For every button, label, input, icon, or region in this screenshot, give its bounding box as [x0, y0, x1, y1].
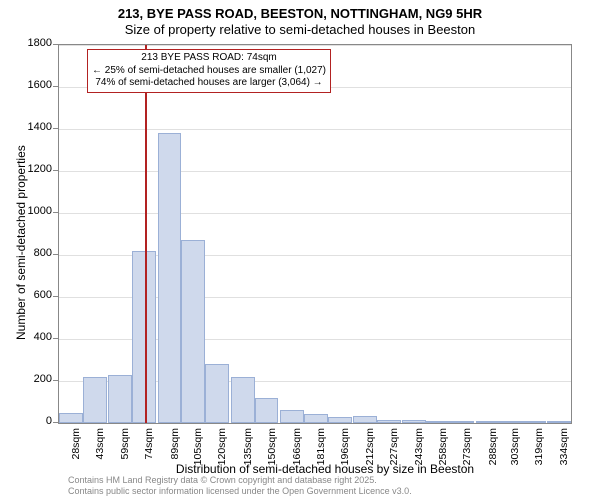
histogram-bar [158, 133, 182, 423]
x-tick-label: 59sqm [119, 428, 131, 478]
gridline [59, 45, 571, 46]
x-tick-label: 181sqm [315, 428, 327, 478]
histogram-bar [450, 421, 474, 423]
x-tick-label: 227sqm [388, 428, 400, 478]
y-tick-mark [53, 44, 58, 45]
x-tick-label: 150sqm [266, 428, 278, 478]
x-tick-label: 258sqm [437, 428, 449, 478]
y-tick-label: 1200 [12, 163, 52, 175]
histogram-bar [181, 240, 205, 423]
y-tick-mark [53, 170, 58, 171]
histogram-bar [328, 417, 352, 423]
property-marker-line [145, 45, 147, 423]
x-tick-label: 334sqm [558, 428, 570, 478]
y-tick-label: 0 [12, 415, 52, 427]
histogram-bar [83, 377, 107, 423]
y-tick-label: 200 [12, 373, 52, 385]
x-tick-label: 273sqm [461, 428, 473, 478]
histogram-bar [498, 421, 522, 423]
y-tick-label: 1800 [12, 37, 52, 49]
y-tick-mark [53, 380, 58, 381]
x-tick-label: 243sqm [413, 428, 425, 478]
x-tick-label: 288sqm [487, 428, 499, 478]
chart-container: 213, BYE PASS ROAD, BEESTON, NOTTINGHAM,… [0, 0, 600, 500]
histogram-bar [108, 375, 132, 423]
histogram-bar [353, 416, 377, 423]
x-tick-label: 135sqm [242, 428, 254, 478]
y-tick-label: 800 [12, 247, 52, 259]
x-tick-label: 28sqm [70, 428, 82, 478]
x-tick-label: 166sqm [291, 428, 303, 478]
histogram-bar [59, 413, 83, 424]
annotation-l2: ← 25% of semi-detached houses are smalle… [92, 65, 326, 78]
plot-area: 213 BYE PASS ROAD: 74sqm ← 25% of semi-d… [58, 44, 572, 424]
histogram-bar [402, 420, 426, 423]
y-tick-mark [53, 296, 58, 297]
y-tick-mark [53, 86, 58, 87]
x-tick-label: 105sqm [192, 428, 204, 478]
y-tick-label: 600 [12, 289, 52, 301]
y-tick-label: 1600 [12, 79, 52, 91]
histogram-bar [522, 421, 546, 423]
x-tick-label: 89sqm [169, 428, 181, 478]
histogram-bar [377, 420, 401, 423]
x-tick-label: 319sqm [533, 428, 545, 478]
x-tick-label: 74sqm [143, 428, 155, 478]
x-tick-label: 120sqm [216, 428, 228, 478]
annotation-l1: 213 BYE PASS ROAD: 74sqm [92, 52, 326, 65]
title-line-2: Size of property relative to semi-detach… [0, 21, 600, 37]
y-tick-mark [53, 254, 58, 255]
x-tick-label: 196sqm [339, 428, 351, 478]
x-tick-label: 212sqm [364, 428, 376, 478]
gridline [59, 213, 571, 214]
footer-credits: Contains HM Land Registry data © Crown c… [68, 475, 412, 497]
histogram-bar [426, 421, 450, 423]
gridline [59, 129, 571, 130]
x-tick-label: 43sqm [94, 428, 106, 478]
annotation-box: 213 BYE PASS ROAD: 74sqm ← 25% of semi-d… [87, 49, 331, 93]
y-tick-mark [53, 422, 58, 423]
histogram-bar [231, 377, 255, 423]
y-tick-mark [53, 338, 58, 339]
histogram-bar [547, 421, 571, 423]
y-tick-mark [53, 128, 58, 129]
histogram-bar [476, 421, 500, 423]
y-tick-label: 400 [12, 331, 52, 343]
y-tick-mark [53, 212, 58, 213]
title-line-1: 213, BYE PASS ROAD, BEESTON, NOTTINGHAM,… [0, 0, 600, 21]
x-tick-label: 303sqm [509, 428, 521, 478]
gridline [59, 171, 571, 172]
y-tick-label: 1000 [12, 205, 52, 217]
histogram-bar [255, 398, 279, 423]
annotation-l3: 74% of semi-detached houses are larger (… [92, 77, 326, 90]
histogram-bar [280, 410, 304, 423]
y-tick-label: 1400 [12, 121, 52, 133]
histogram-bar [304, 414, 328, 423]
footer-l2: Contains public sector information licen… [68, 486, 412, 497]
histogram-bar [205, 364, 229, 423]
